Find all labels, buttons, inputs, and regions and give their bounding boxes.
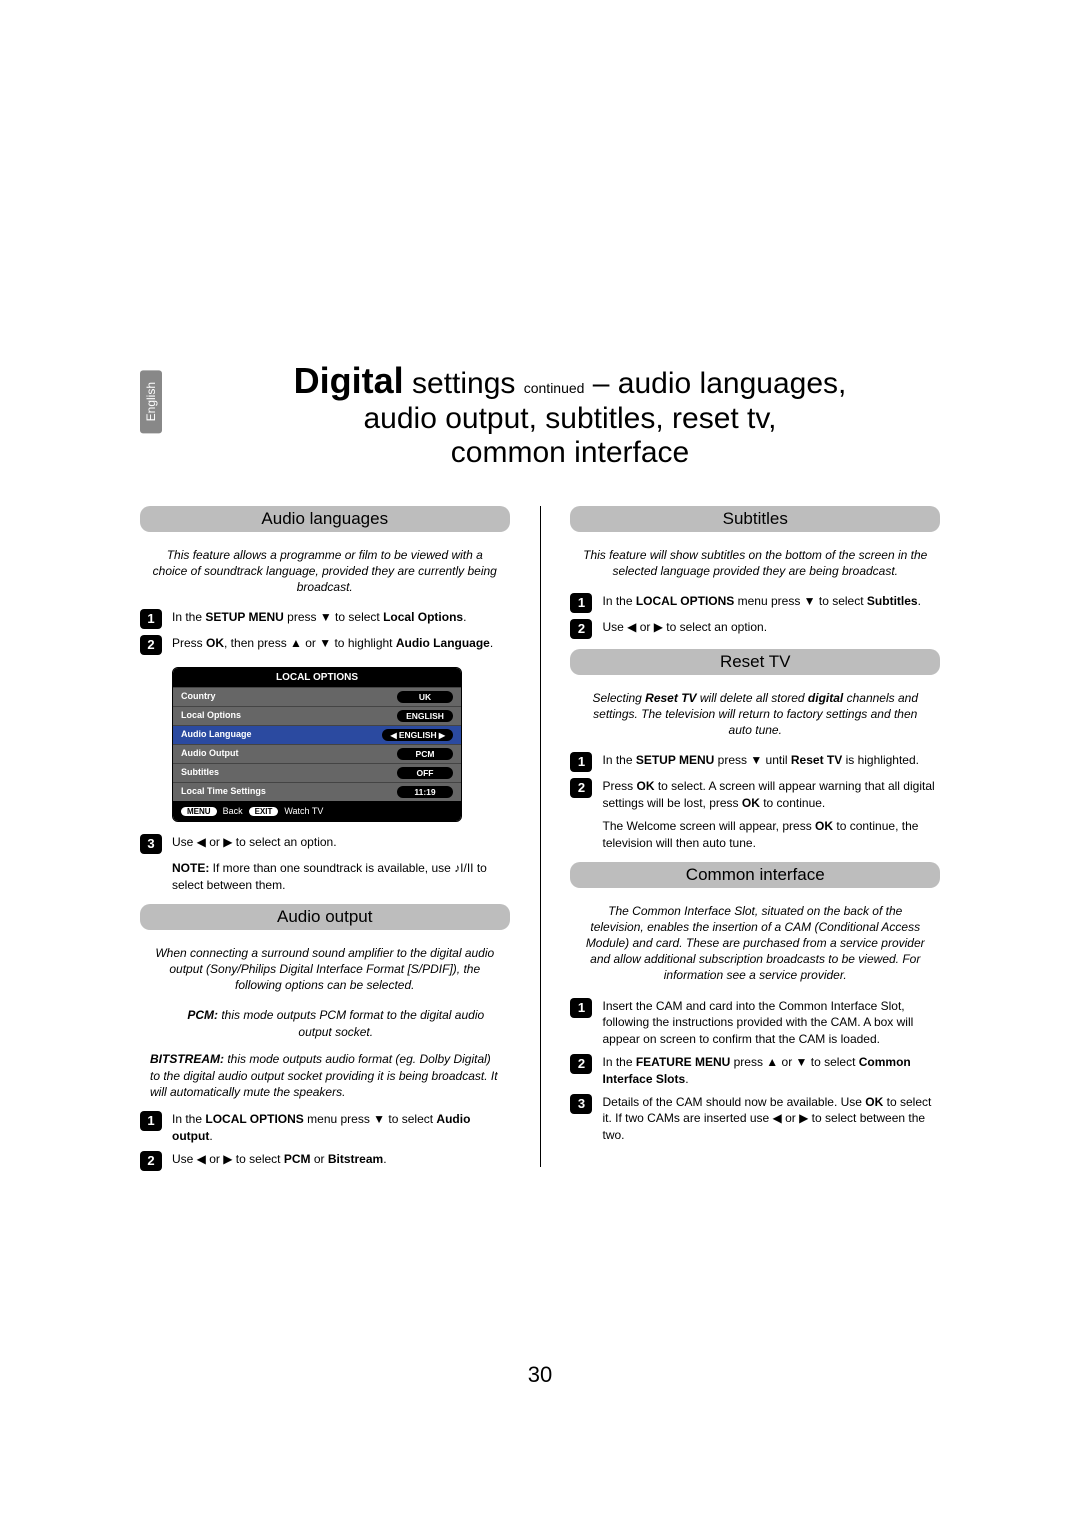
reset-intro: Selecting Reset TV will delete all store… — [580, 690, 930, 739]
audio-lang-note: NOTE: If more than one soundtrack is ava… — [172, 860, 510, 894]
osd-footer: MENU Back EXIT Watch TV — [173, 801, 461, 821]
section-common-interface: Common interface — [570, 862, 940, 888]
osd-title: LOCAL OPTIONS — [173, 668, 461, 687]
right-column: Subtitles This feature will show subtitl… — [570, 496, 940, 1177]
step-badge-2: 2 — [140, 635, 162, 655]
ci-step3: 3 Details of the CAM should now be avail… — [570, 1094, 940, 1144]
audio-lang-step3: 3 Use ◀ or ▶ to select an option. — [140, 834, 510, 854]
page-content: Digital settings continued – audio langu… — [140, 360, 940, 1177]
left-column: Audio languages This feature allows a pr… — [140, 496, 510, 1177]
reset-step2-cont: The Welcome screen will appear, press OK… — [570, 818, 940, 852]
osd-watch-label: Watch TV — [284, 806, 323, 816]
step-badge-1: 1 — [140, 609, 162, 629]
step-badge-1e: 1 — [570, 998, 592, 1018]
subtitles-intro: This feature will show subtitles on the … — [580, 547, 930, 579]
subtitles-step1: 1 In the LOCAL OPTIONS menu press ▼ to s… — [570, 593, 940, 613]
step-badge-1c: 1 — [570, 593, 592, 613]
audio-output-modes: PCM: this mode outputs PCM format to the… — [172, 1007, 500, 1041]
audio-output-intro: When connecting a surround sound amplifi… — [150, 945, 500, 994]
ci-intro: The Common Interface Slot, situated on t… — [580, 903, 930, 984]
osd-row-country: CountryUK — [173, 687, 461, 706]
audio-output-mode-bitstream: BITSTREAM: this mode outputs audio forma… — [150, 1051, 500, 1101]
osd-row-local-options: Local OptionsENGLISH — [173, 706, 461, 725]
title-line3: common interface — [200, 436, 940, 471]
title-small: continued — [524, 380, 585, 396]
step-badge-2e: 2 — [570, 1054, 592, 1074]
step-badge-1b: 1 — [140, 1111, 162, 1131]
section-reset-tv: Reset TV — [570, 649, 940, 675]
reset-step1: 1 In the SETUP MENU press ▼ until Reset … — [570, 752, 940, 772]
title-rest1: settings — [404, 367, 524, 400]
subtitles-step2: 2 Use ◀ or ▶ to select an option. — [570, 619, 940, 639]
osd-row-subtitles: SubtitlesOFF — [173, 763, 461, 782]
ci-step2: 2 In the FEATURE MENU press ▲ or ▼ to se… — [570, 1054, 940, 1088]
title-big: Digital — [294, 360, 404, 401]
osd-row-local-time: Local Time Settings11:19 — [173, 782, 461, 801]
osd-exit-pill: EXIT — [249, 807, 279, 816]
step-badge-2c: 2 — [570, 619, 592, 639]
section-audio-output: Audio output — [140, 904, 510, 930]
step-badge-3e: 3 — [570, 1094, 592, 1114]
section-audio-languages: Audio languages — [140, 506, 510, 532]
audio-output-step1: 1 In the LOCAL OPTIONS menu press ▼ to s… — [140, 1111, 510, 1145]
osd-row-audio-language: Audio LanguageENGLISH — [173, 725, 461, 744]
step-badge-3: 3 — [140, 834, 162, 854]
audio-lang-step1: 1 In the SETUP MENU press ▼ to select Lo… — [140, 609, 510, 629]
reset-step2: 2 Press OK to select. A screen will appe… — [570, 778, 940, 812]
osd-back-label: Back — [223, 806, 243, 816]
page-title: Digital settings continued – audio langu… — [200, 360, 940, 471]
step-badge-2b: 2 — [140, 1151, 162, 1171]
osd-row-audio-output: Audio OutputPCM — [173, 744, 461, 763]
audio-lang-intro: This feature allows a programme or film … — [150, 547, 500, 596]
osd-menu-pill: MENU — [181, 807, 217, 816]
section-subtitles: Subtitles — [570, 506, 940, 532]
step-badge-1d: 1 — [570, 752, 592, 772]
page-number: 30 — [0, 1362, 1080, 1388]
audio-output-step2: 2 Use ◀ or ▶ to select PCM or Bitstream. — [140, 1151, 510, 1171]
title-line2: audio output, subtitles, reset tv, — [200, 402, 940, 437]
ci-step1: 1 Insert the CAM and card into the Commo… — [570, 998, 940, 1048]
step-badge-2d: 2 — [570, 778, 592, 798]
audio-lang-step2: 2 Press OK, then press ▲ or ▼ to highlig… — [140, 635, 510, 655]
osd-local-options: LOCAL OPTIONS CountryUK Local OptionsENG… — [172, 667, 462, 822]
title-tail: – audio languages, — [584, 367, 846, 400]
column-divider — [540, 506, 541, 1167]
